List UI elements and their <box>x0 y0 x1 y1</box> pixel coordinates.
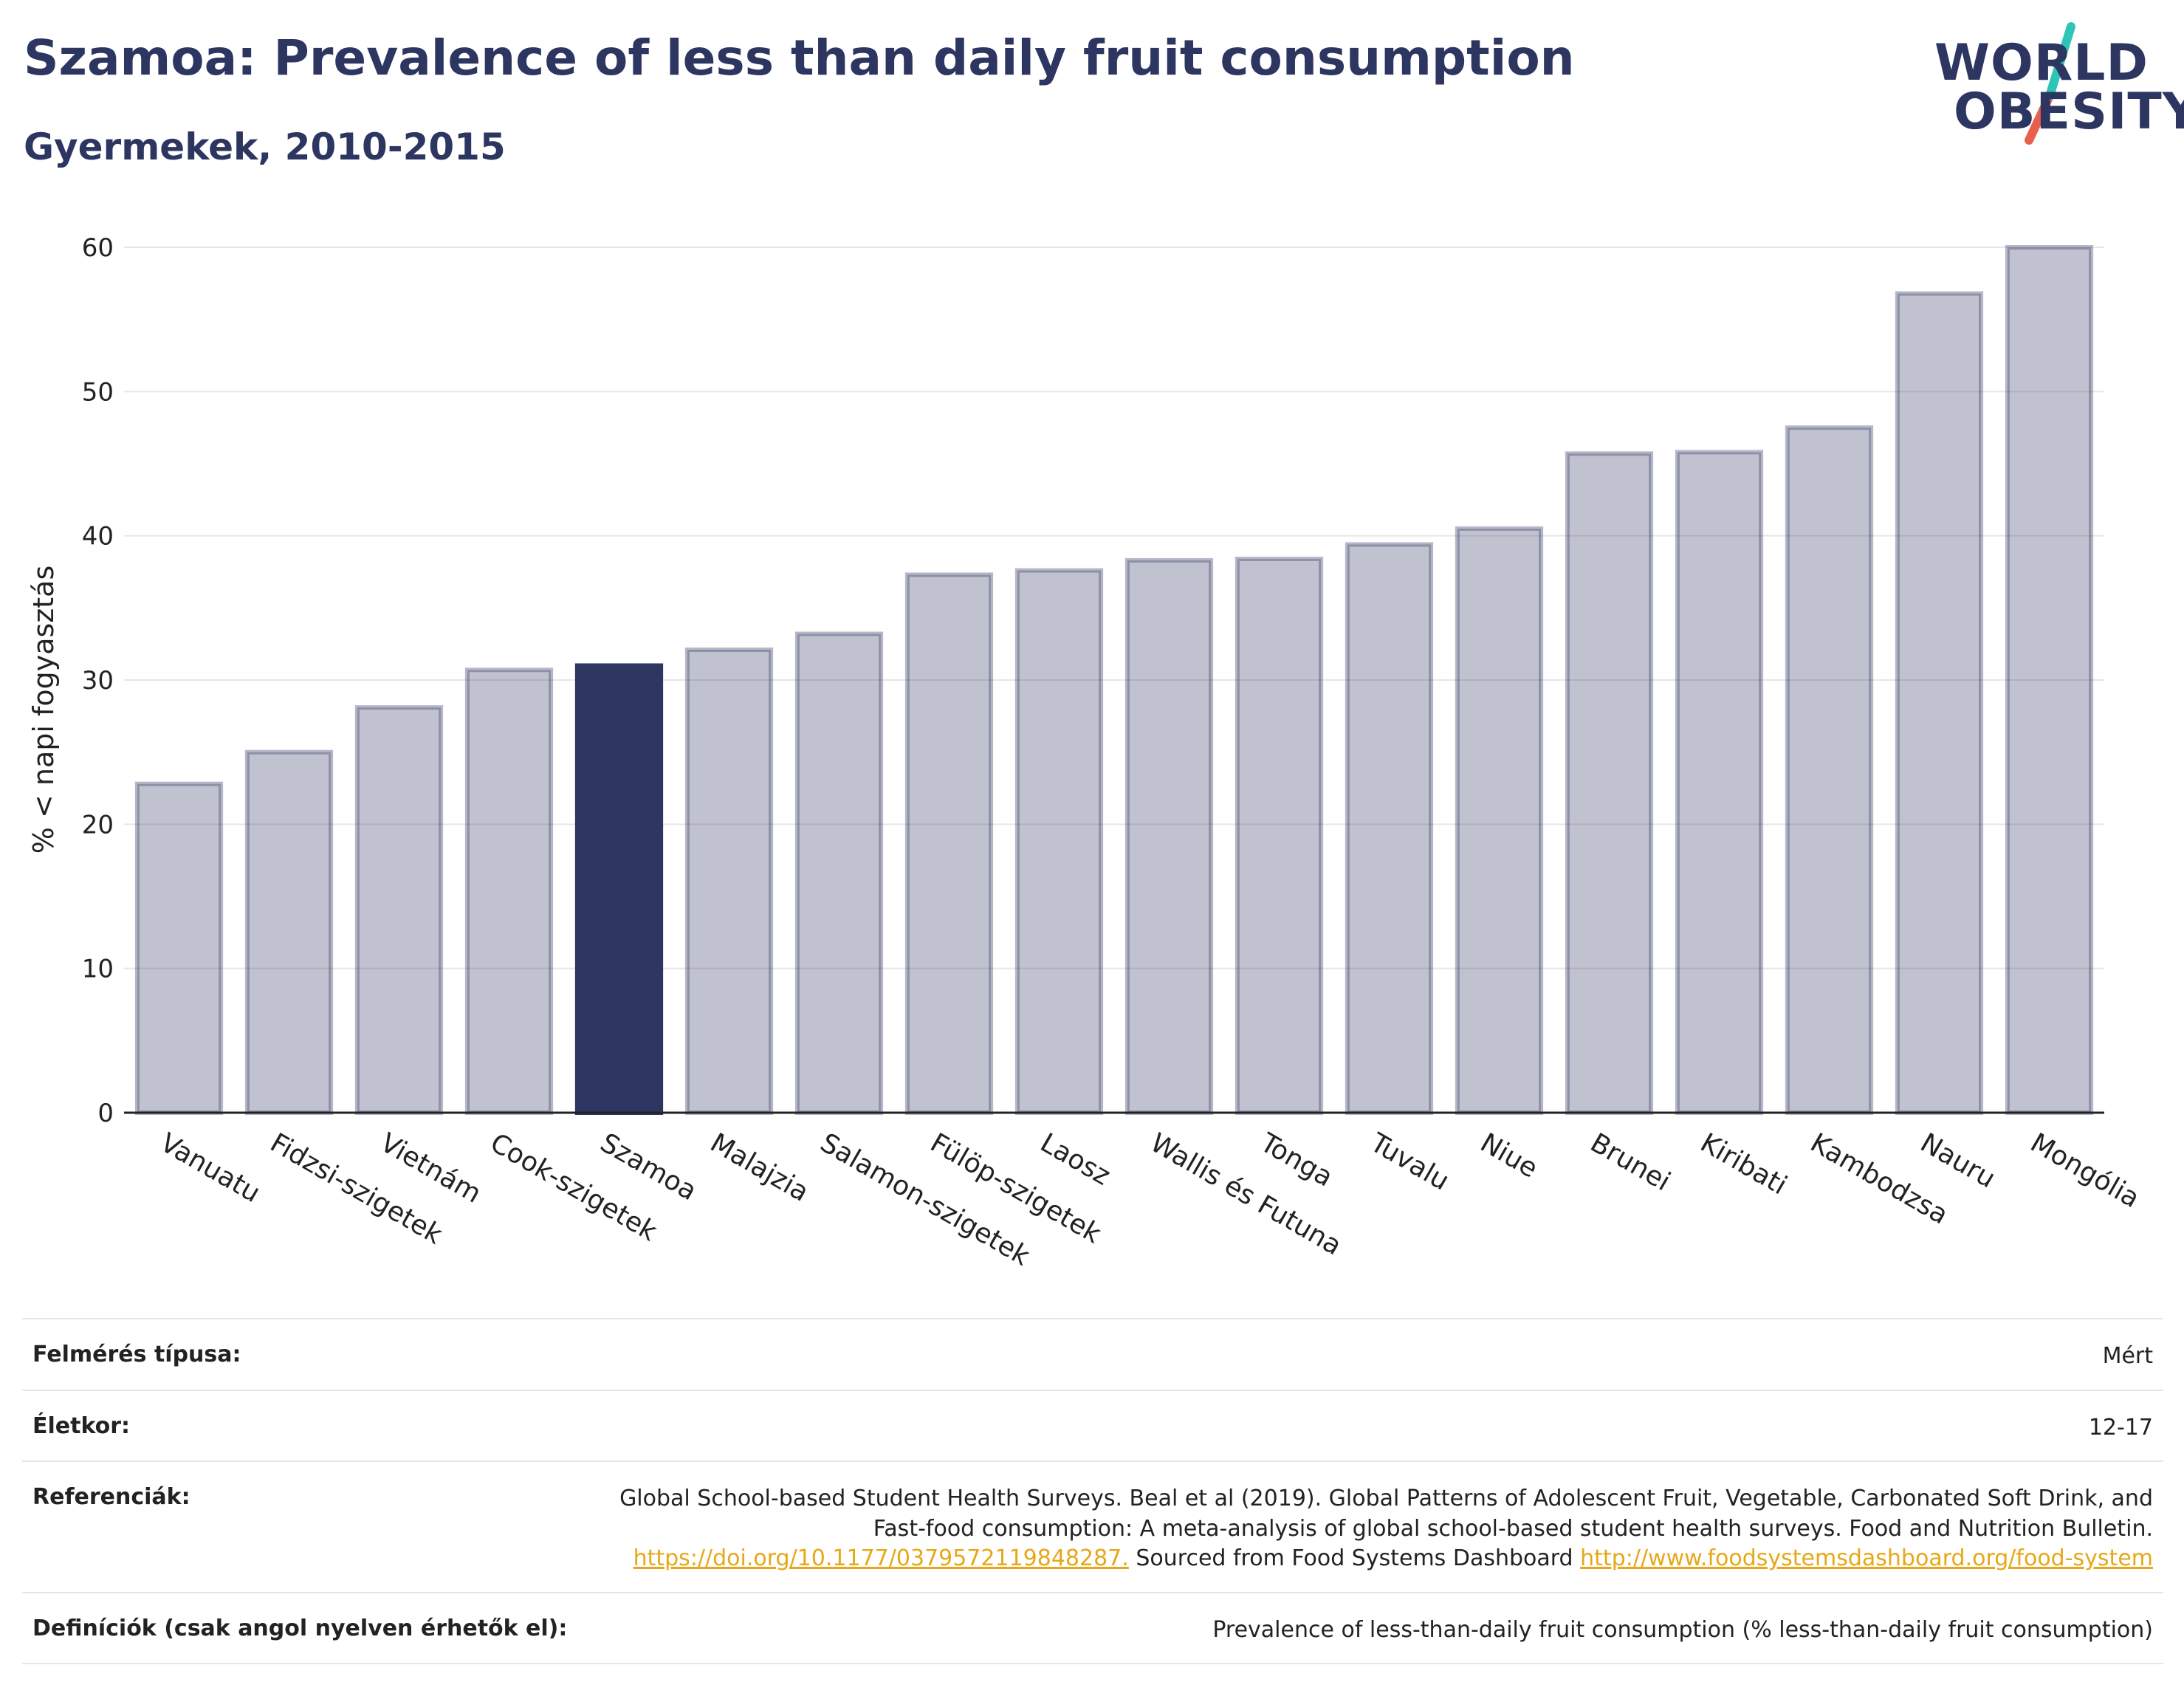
bar-vanuatu <box>134 781 224 1115</box>
bar-mong-lia <box>2005 245 2094 1115</box>
doi-link[interactable]: https://doi.org/10.1177/0379572119848287… <box>633 1545 1129 1571</box>
bar-vietn-m <box>354 705 444 1115</box>
bar-fidzsi-szigetek <box>244 749 334 1116</box>
x-tick-label: Laosz <box>1035 1127 1116 1191</box>
x-tick-label: Kiribati <box>1695 1127 1792 1201</box>
bar-kambodzsa <box>1785 425 1874 1115</box>
references-source-text: Sourced from Food Systems Dashboard <box>1136 1545 1573 1571</box>
logo-line1: WORLD <box>1934 34 2149 92</box>
y-tick-label: 50 <box>82 377 114 407</box>
age-label: Életkor: <box>32 1412 131 1439</box>
bar-niue <box>1455 526 1544 1115</box>
info-row-references: Referenciák: Global School-based Student… <box>22 1460 2163 1592</box>
definitions-value: Prevalence of less-than-daily fruit cons… <box>1212 1616 2153 1643</box>
x-tick-label: Malajzia <box>705 1127 814 1208</box>
survey-type-value: Mért <box>2102 1343 2153 1369</box>
info-row-survey-type: Felmérés típusa: Mért <box>22 1318 2163 1390</box>
x-tick-label: Tonga <box>1254 1127 1338 1193</box>
x-tick-label: Nauru <box>1915 1127 2000 1194</box>
bar-tonga <box>1234 556 1324 1116</box>
x-tick-label: Niue <box>1475 1127 1542 1184</box>
definitions-label: Definíciók (csak angol nyelven érhetők e… <box>32 1615 568 1641</box>
y-axis-title: % < napi fogyasztás <box>27 566 60 854</box>
food-systems-link[interactable]: http://www.foodsystemsdashboard.org/food… <box>1580 1545 2153 1571</box>
world-obesity-logo: WORLD OBESITY <box>1920 15 2184 162</box>
bar-salamon-szigetek <box>794 631 884 1115</box>
x-tick-label: Vanuatu <box>155 1127 265 1209</box>
y-axis-ticks: 0 10 20 30 40 50 60 <box>82 233 114 1128</box>
y-tick-label: 30 <box>82 666 114 696</box>
x-tick-label: Mongólia <box>2025 1127 2145 1214</box>
age-value: 12-17 <box>2088 1414 2153 1441</box>
x-tick-label: Tuvalu <box>1364 1127 1454 1197</box>
y-tick-label: 10 <box>82 955 114 984</box>
bar-szamoa <box>574 663 664 1115</box>
survey-type-label: Felmérés típusa: <box>32 1342 241 1367</box>
references-value: Global School-based Student Health Surve… <box>566 1484 2153 1574</box>
references-label: Referenciák: <box>32 1484 190 1510</box>
logo-slash-icon <box>2025 22 2075 145</box>
x-axis-labels: Vanuatu Fidzsi-szigetekVietnámCook-sziget… <box>155 1127 2145 1272</box>
chart-title: Szamoa: Prevalence of less than daily fr… <box>24 30 1575 86</box>
bar-wallis-s-futuna <box>1124 557 1214 1115</box>
x-tick-label: Salamon-szigetek <box>815 1127 1034 1271</box>
y-tick-label: 20 <box>82 810 114 840</box>
info-table: Felmérés típusa: Mért Életkor: 12-17 Ref… <box>22 1318 2163 1664</box>
bar-nauru <box>1895 291 1984 1115</box>
x-tick-label: Wallis és Futuna <box>1145 1127 1347 1261</box>
bar-brunei <box>1565 451 1654 1115</box>
info-row-age: Életkor: 12-17 <box>22 1389 2163 1461</box>
logo-line2: OBESITY <box>1954 83 2184 141</box>
y-tick-label: 0 <box>97 1099 114 1128</box>
y-tick-label: 40 <box>82 522 114 552</box>
bar-chart: 0 10 20 30 40 50 60 Vanuatu Fidzsi-szigetekViet… <box>27 233 2145 1272</box>
bar-laosz <box>1014 568 1104 1115</box>
gridlines <box>124 247 2104 969</box>
y-tick-label: 60 <box>82 233 114 263</box>
bar-kiribati <box>1675 450 1764 1115</box>
bar-f-l-p-szigetek <box>904 572 994 1115</box>
references-text: Global School-based Student Health Surve… <box>619 1486 2153 1542</box>
bar-cook-szigetek <box>464 667 554 1115</box>
info-row-definitions: Definíciók (csak angol nyelven érhetők e… <box>22 1591 2163 1664</box>
bar-malajzia <box>684 647 774 1115</box>
bars <box>134 245 2094 1116</box>
chart-subtitle: Gyermekek, 2010-2015 <box>24 126 506 168</box>
bar-tuvalu <box>1345 542 1434 1115</box>
x-tick-label: Brunei <box>1585 1127 1675 1197</box>
